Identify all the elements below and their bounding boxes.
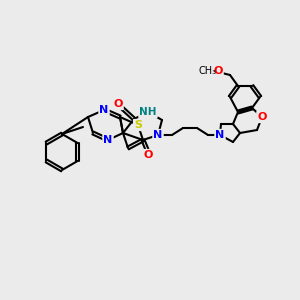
Text: O: O [113,99,123,109]
Text: N: N [103,135,112,145]
Text: N: N [99,105,109,115]
Text: N: N [153,130,163,140]
Text: NH: NH [139,107,157,117]
Text: CH₃: CH₃ [199,66,217,76]
Text: O: O [257,112,267,122]
Text: O: O [143,150,153,160]
Text: N: N [215,130,225,140]
Text: O: O [213,66,223,76]
Text: S: S [134,120,142,130]
